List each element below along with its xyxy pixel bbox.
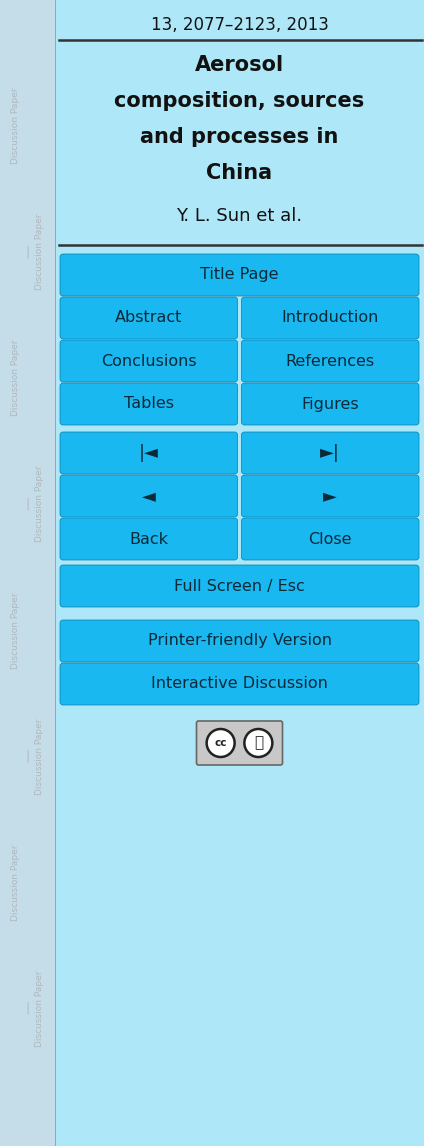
FancyBboxPatch shape (60, 297, 237, 339)
Text: Tables: Tables (124, 397, 174, 411)
Text: Discussion Paper: Discussion Paper (11, 592, 20, 668)
FancyBboxPatch shape (60, 432, 237, 474)
FancyBboxPatch shape (60, 620, 419, 662)
Text: Discussion Paper: Discussion Paper (11, 340, 20, 416)
Circle shape (206, 729, 234, 758)
Text: Discussion Paper: Discussion Paper (11, 845, 20, 920)
Text: |: | (25, 245, 30, 259)
Text: Full Screen / Esc: Full Screen / Esc (174, 579, 305, 594)
Text: Discussion Paper: Discussion Paper (11, 88, 20, 164)
FancyBboxPatch shape (242, 474, 419, 517)
Text: Close: Close (309, 532, 352, 547)
Text: Abstract: Abstract (115, 311, 182, 325)
FancyBboxPatch shape (60, 474, 237, 517)
Text: Title Page: Title Page (200, 267, 279, 283)
FancyBboxPatch shape (0, 0, 55, 1146)
Text: Y. L. Sun et al.: Y. L. Sun et al. (176, 207, 303, 225)
FancyBboxPatch shape (242, 518, 419, 560)
Text: References: References (286, 353, 375, 369)
FancyBboxPatch shape (60, 565, 419, 607)
Text: Discussion Paper: Discussion Paper (35, 719, 44, 794)
Text: cc: cc (215, 738, 227, 748)
Text: Discussion Paper: Discussion Paper (35, 214, 44, 290)
FancyBboxPatch shape (60, 340, 237, 382)
Text: Back: Back (129, 532, 168, 547)
Text: composition, sources: composition, sources (114, 91, 365, 111)
Text: Printer-friendly Version: Printer-friendly Version (148, 634, 332, 649)
Text: Introduction: Introduction (282, 311, 379, 325)
FancyBboxPatch shape (60, 383, 237, 425)
FancyBboxPatch shape (60, 254, 419, 296)
Text: 13, 2077–2123, 2013: 13, 2077–2123, 2013 (151, 16, 329, 34)
FancyBboxPatch shape (60, 664, 419, 705)
Text: ⓘ: ⓘ (254, 736, 263, 751)
Text: Conclusions: Conclusions (101, 353, 197, 369)
Text: Discussion Paper: Discussion Paper (35, 971, 44, 1046)
Text: Discussion Paper: Discussion Paper (35, 466, 44, 542)
Text: |◄: |◄ (139, 444, 159, 462)
FancyBboxPatch shape (242, 340, 419, 382)
Text: |: | (25, 1002, 30, 1015)
Circle shape (244, 729, 272, 758)
Text: China: China (206, 163, 273, 183)
FancyBboxPatch shape (60, 518, 237, 560)
Text: Aerosol: Aerosol (195, 55, 284, 74)
Text: Interactive Discussion: Interactive Discussion (151, 676, 328, 691)
Text: |: | (25, 749, 30, 763)
FancyBboxPatch shape (196, 721, 282, 766)
FancyBboxPatch shape (242, 297, 419, 339)
FancyBboxPatch shape (242, 383, 419, 425)
Text: ►: ► (324, 487, 337, 505)
Text: ►|: ►| (320, 444, 340, 462)
Text: and processes in: and processes in (140, 127, 339, 147)
FancyBboxPatch shape (242, 432, 419, 474)
Text: ◄: ◄ (142, 487, 156, 505)
Text: |: | (25, 497, 30, 511)
Text: Figures: Figures (301, 397, 359, 411)
